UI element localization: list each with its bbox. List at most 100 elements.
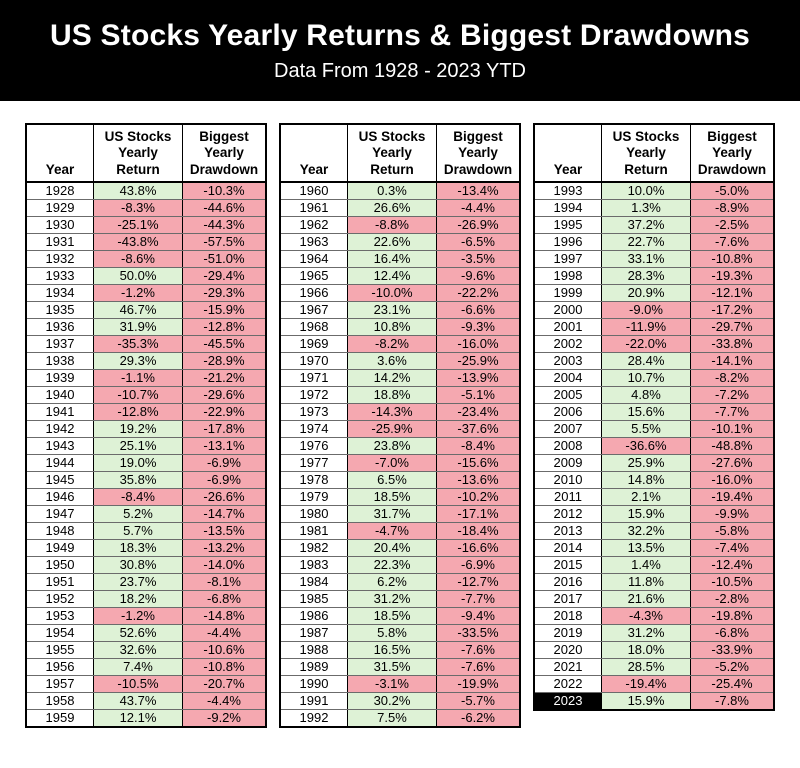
year-cell: 1989 [279, 658, 348, 677]
year-cell: 1968 [279, 318, 348, 337]
drawdown-cell: -15.9% [182, 301, 267, 320]
year-cell: 2015 [533, 556, 602, 575]
drawdown-cell: -6.2% [436, 709, 521, 728]
return-cell: 5.8% [347, 624, 437, 643]
table-header: Year US Stocks Yearly Return Biggest Yea… [25, 123, 267, 184]
year-cell: 2013 [533, 522, 602, 541]
drawdown-cell: -25.4% [690, 675, 775, 694]
year-cell: 1957 [25, 675, 94, 694]
drawdown-cell: -18.4% [436, 522, 521, 541]
table-row: 1928 43.8% -10.3% [25, 181, 267, 201]
return-cell: 23.7% [93, 573, 183, 592]
year-cell: 1941 [25, 403, 94, 422]
drawdown-cell: -7.2% [690, 386, 775, 405]
table-row: 2018 -4.3% -19.8% [533, 607, 775, 626]
table-row: 1997 33.1% -10.8% [533, 250, 775, 269]
table-row: 1950 30.8% -14.0% [25, 556, 267, 575]
year-cell: 1967 [279, 301, 348, 320]
table-row: 1957 -10.5% -20.7% [25, 675, 267, 694]
drawdown-cell: -22.9% [182, 403, 267, 422]
return-cell: 29.3% [93, 352, 183, 371]
return-cell: -4.7% [347, 522, 437, 541]
return-cell: 37.2% [601, 216, 691, 235]
return-cell: 43.8% [93, 181, 183, 201]
year-cell: 1954 [25, 624, 94, 643]
return-cell: 12.4% [347, 267, 437, 286]
year-cell: 1964 [279, 250, 348, 269]
column-header-year: Year [25, 123, 94, 184]
year-cell: 1970 [279, 352, 348, 371]
column-header-return: US Stocks Yearly Return [93, 123, 183, 184]
return-cell: 18.3% [93, 539, 183, 558]
year-cell: 1928 [25, 181, 94, 201]
table-row: 1999 20.9% -12.1% [533, 284, 775, 303]
table-body: 1993 10.0% -5.0% 1994 1.3% -8.9% 1995 37.2% -2.5… [533, 181, 775, 711]
year-cell: 1969 [279, 335, 348, 354]
drawdown-cell: -17.2% [690, 301, 775, 320]
table-row: 2001 -11.9% -29.7% [533, 318, 775, 337]
drawdown-cell: -14.8% [182, 607, 267, 626]
drawdown-cell: -7.6% [436, 658, 521, 677]
table-row: 1989 31.5% -7.6% [279, 658, 521, 677]
drawdown-cell: -29.4% [182, 267, 267, 286]
year-cell: 2011 [533, 488, 602, 507]
return-cell: 18.8% [347, 386, 437, 405]
return-cell: 43.7% [93, 692, 183, 711]
table-row: 1968 10.8% -9.3% [279, 318, 521, 337]
table-row: 2023 15.9% -7.8% [533, 692, 775, 711]
drawdown-cell: -12.7% [436, 573, 521, 592]
table-row: 1986 18.5% -9.4% [279, 607, 521, 626]
table-row: 2003 28.4% -14.1% [533, 352, 775, 371]
return-cell: 2.1% [601, 488, 691, 507]
drawdown-cell: -4.4% [182, 692, 267, 711]
drawdown-cell: -23.4% [436, 403, 521, 422]
table-row: 2008 -36.6% -48.8% [533, 437, 775, 456]
column-header-return: US Stocks Yearly Return [601, 123, 691, 184]
return-cell: 0.3% [347, 181, 437, 201]
year-cell: 1985 [279, 590, 348, 609]
return-cell: 30.2% [347, 692, 437, 711]
year-cell: 1956 [25, 658, 94, 677]
table-row: 2012 15.9% -9.9% [533, 505, 775, 524]
return-cell: 16.5% [347, 641, 437, 660]
drawdown-cell: -13.2% [182, 539, 267, 558]
table-row: 1982 20.4% -16.6% [279, 539, 521, 558]
table-row: 1930 -25.1% -44.3% [25, 216, 267, 235]
year-cell: 2008 [533, 437, 602, 456]
table-row: 1979 18.5% -10.2% [279, 488, 521, 507]
returns-table-1928-1959: Year US Stocks Yearly Return Biggest Yea… [25, 123, 267, 729]
column-header-year: Year [533, 123, 602, 184]
table-row: 1956 7.4% -10.8% [25, 658, 267, 677]
return-cell: 52.6% [93, 624, 183, 643]
drawdown-cell: -14.7% [182, 505, 267, 524]
return-cell: 50.0% [93, 267, 183, 286]
drawdown-cell: -8.4% [436, 437, 521, 456]
drawdown-cell: -9.2% [182, 709, 267, 728]
year-cell: 1946 [25, 488, 94, 507]
return-cell: 20.4% [347, 539, 437, 558]
return-cell: 14.2% [347, 369, 437, 388]
return-cell: 33.1% [601, 250, 691, 269]
year-cell: 1977 [279, 454, 348, 473]
return-cell: 15.9% [601, 505, 691, 524]
return-cell: -25.1% [93, 216, 183, 235]
drawdown-cell: -19.8% [690, 607, 775, 626]
year-cell: 1948 [25, 522, 94, 541]
drawdown-cell: -16.0% [690, 471, 775, 490]
year-cell: 2000 [533, 301, 602, 320]
year-cell: 1978 [279, 471, 348, 490]
drawdown-cell: -12.4% [690, 556, 775, 575]
return-cell: 14.8% [601, 471, 691, 490]
drawdown-cell: -5.8% [690, 522, 775, 541]
table-row: 1959 12.1% -9.2% [25, 709, 267, 728]
return-cell: 22.6% [347, 233, 437, 252]
year-cell: 1944 [25, 454, 94, 473]
table-row: 2000 -9.0% -17.2% [533, 301, 775, 320]
table-row: 1934 -1.2% -29.3% [25, 284, 267, 303]
return-cell: 10.7% [601, 369, 691, 388]
return-cell: 20.9% [601, 284, 691, 303]
return-cell: 19.0% [93, 454, 183, 473]
drawdown-cell: -10.8% [690, 250, 775, 269]
year-cell: 1953 [25, 607, 94, 626]
return-cell: -1.2% [93, 284, 183, 303]
